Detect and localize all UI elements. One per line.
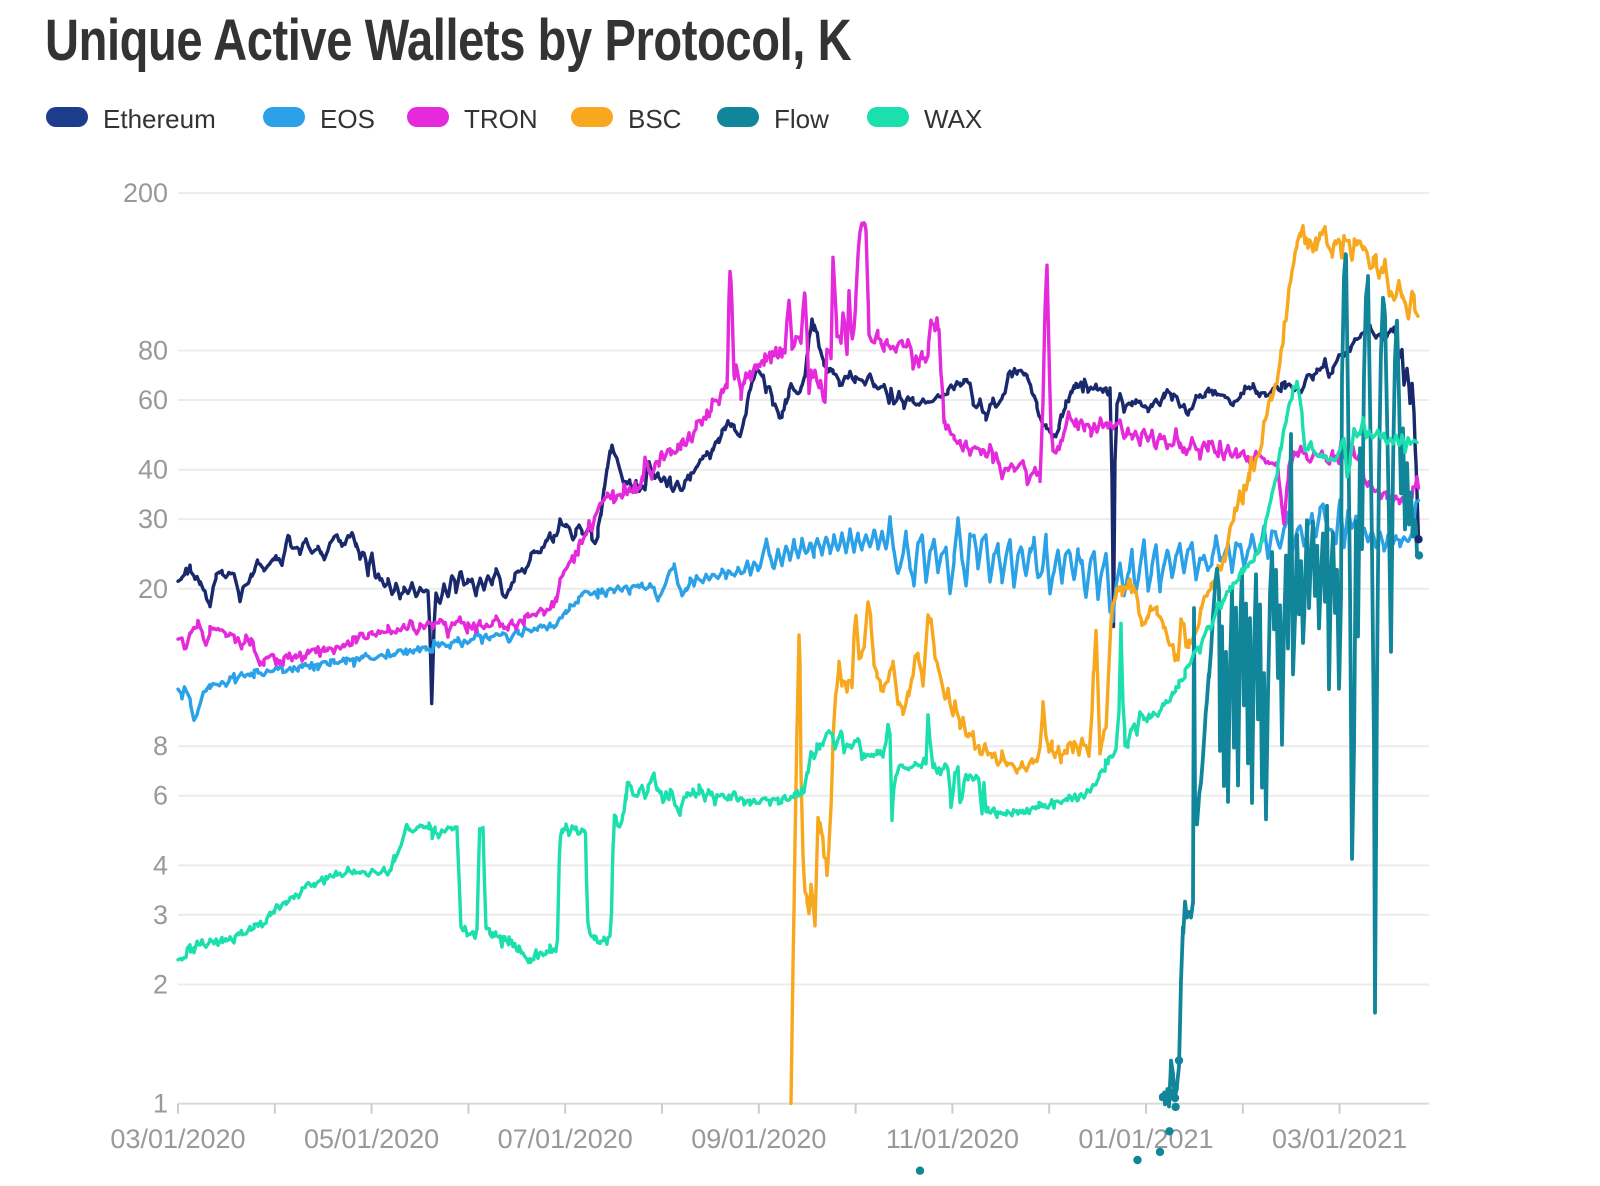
svg-text:01/01/2021: 01/01/2021: [1078, 1124, 1213, 1154]
svg-text:2: 2: [153, 970, 168, 1000]
svg-text:8: 8: [153, 731, 168, 761]
svg-text:4: 4: [153, 850, 168, 880]
svg-text:60: 60: [138, 385, 168, 415]
svg-text:09/01/2020: 09/01/2020: [691, 1124, 826, 1154]
svg-text:80: 80: [138, 336, 168, 366]
svg-text:05/01/2020: 05/01/2020: [304, 1124, 439, 1154]
svg-text:03/01/2020: 03/01/2020: [110, 1124, 245, 1154]
svg-text:20: 20: [138, 574, 168, 604]
svg-text:6: 6: [153, 781, 168, 811]
svg-text:30: 30: [138, 504, 168, 534]
svg-text:200: 200: [123, 178, 168, 208]
svg-text:03/01/2021: 03/01/2021: [1272, 1124, 1407, 1154]
svg-text:07/01/2020: 07/01/2020: [498, 1124, 633, 1154]
svg-text:1: 1: [153, 1089, 168, 1119]
svg-text:3: 3: [153, 900, 168, 930]
svg-text:40: 40: [138, 455, 168, 485]
svg-text:11/01/2020: 11/01/2020: [886, 1124, 1019, 1154]
